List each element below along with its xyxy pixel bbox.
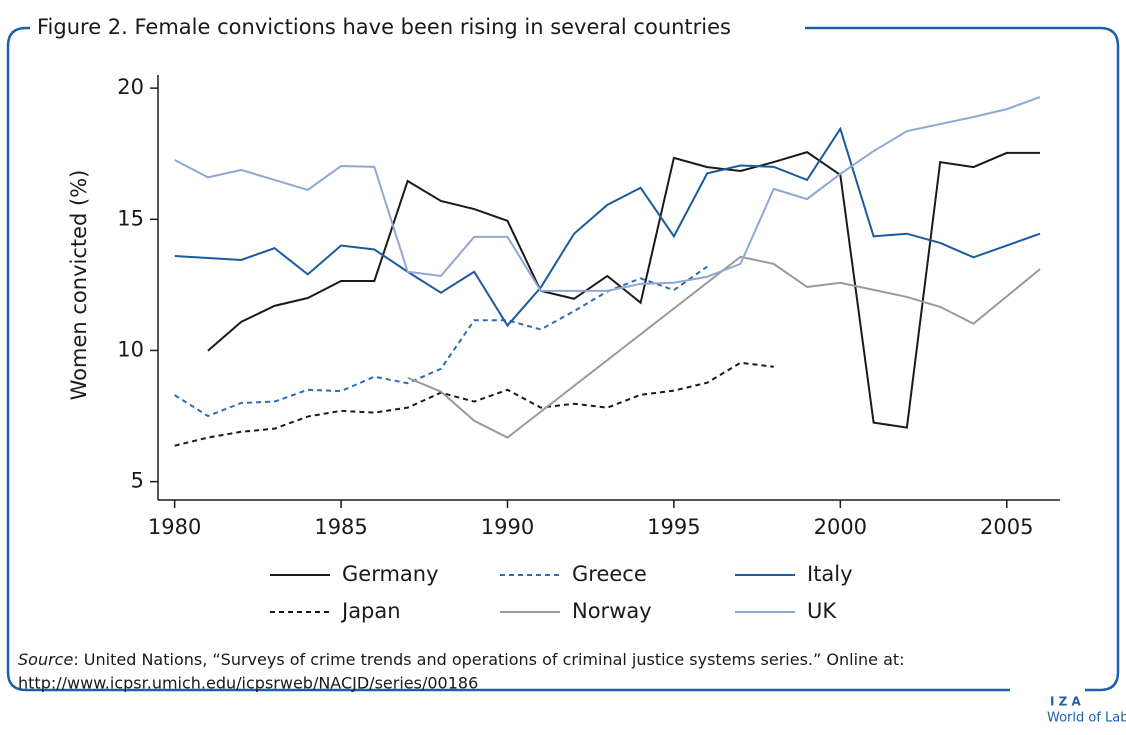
series-line [174, 96, 1041, 292]
source: Source: United Nations, “Surveys of crim… [18, 650, 905, 669]
series-line [407, 255, 1041, 439]
source-text: : United Nations, “Surveys of crime tren… [73, 650, 904, 669]
legend-label: Germany [342, 562, 439, 586]
x-tick-label: 1985 [314, 515, 367, 539]
x-tick-label: 1980 [148, 515, 201, 539]
series-line [174, 361, 774, 447]
legend-label: Norway [572, 599, 652, 623]
series-line [174, 126, 1041, 328]
legend-label: UK [807, 599, 837, 623]
logo-bottom: World of Labor [1047, 711, 1126, 726]
figure-title: Figure 2. Female convictions have been r… [37, 15, 731, 39]
y-tick-label: 5 [131, 469, 144, 493]
legend-label: Italy [807, 562, 853, 586]
y-tick-label: 15 [117, 206, 144, 230]
source-url: http://www.icpsr.umich.edu/icpsrweb/NACJ… [18, 674, 478, 693]
y-axis-label: Women convicted (%) [67, 170, 91, 401]
x-tick-label: 2005 [980, 515, 1033, 539]
source-label: Source [18, 650, 73, 669]
x-tick-label: 1995 [647, 515, 700, 539]
series-line [207, 151, 1041, 429]
series-line [174, 265, 708, 418]
legend-label: Greece [572, 562, 647, 586]
x-tick-label: 2000 [814, 515, 867, 539]
y-tick-label: 10 [117, 337, 144, 361]
logo-top: I Z A [1050, 695, 1082, 709]
y-tick-label: 20 [117, 75, 144, 99]
legend-label: Japan [340, 599, 401, 623]
frame [6, 26, 1120, 692]
x-tick-label: 1990 [481, 515, 534, 539]
